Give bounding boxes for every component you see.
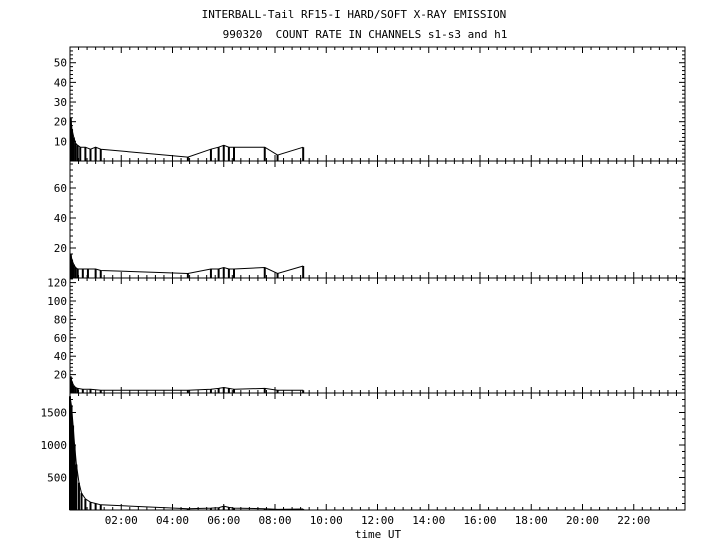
- panel-2-y-tick-label: 60: [54, 182, 67, 195]
- panel-4-frame: [69, 392, 686, 511]
- panel-1-y-tick-label: 30: [54, 96, 67, 109]
- x-tick-label: 02:00: [105, 514, 138, 527]
- panel-4-y-tick-label: 1500: [41, 407, 68, 420]
- x-tick-label: 18:00: [515, 514, 548, 527]
- panel-4-y-tick-label: 1000: [41, 439, 68, 452]
- panel-3-y-tick-label: 100: [47, 295, 67, 308]
- panel-2-y-tick-label: 40: [54, 212, 67, 225]
- panel-3-y-tick-label: 80: [54, 313, 67, 326]
- x-tick-label: 16:00: [463, 514, 496, 527]
- x-tick-label: 20:00: [566, 514, 599, 527]
- panel-3-y-tick-label: 20: [54, 369, 67, 382]
- x-tick-label: 10:00: [310, 514, 343, 527]
- x-tick-label: 04:00: [156, 514, 189, 527]
- panel-4-series-line: [69, 396, 304, 510]
- panel-1-y-tick-label: 50: [54, 57, 67, 70]
- x-tick-label: 22:00: [617, 514, 650, 527]
- panel-1-frame: [69, 46, 686, 162]
- chart-title: INTERBALL-Tail RF15-I HARD/SOFT X-RAY EM…: [201, 8, 507, 21]
- chart-subtitle: 990320 COUNT RATE IN CHANNELS s1-s3 and …: [222, 28, 508, 41]
- panel-1-y-tick-label: 40: [54, 76, 67, 89]
- x-tick-label: 12:00: [361, 514, 394, 527]
- panel-1-y-tick-label: 10: [54, 135, 67, 148]
- panel-3-y-tick-label: 120: [47, 277, 67, 290]
- panel-1-series-line: [70, 117, 304, 158]
- panel-3-series-line: [70, 376, 304, 391]
- panel-2-y-tick-label: 20: [54, 242, 67, 255]
- panel-2-series-line: [70, 253, 304, 275]
- panel-4-y-tick-label: 500: [47, 472, 67, 485]
- panel-1-y-tick-label: 20: [54, 116, 67, 129]
- panel-2-frame: [69, 160, 686, 279]
- x-tick-label: 08:00: [258, 514, 291, 527]
- panel-3-y-tick-label: 40: [54, 350, 67, 363]
- panel-3-frame: [69, 277, 686, 394]
- x-tick-label: 14:00: [412, 514, 445, 527]
- panel-3-y-tick-label: 60: [54, 332, 67, 345]
- x-axis-label: time UT: [355, 528, 402, 541]
- x-tick-label: 06:00: [207, 514, 240, 527]
